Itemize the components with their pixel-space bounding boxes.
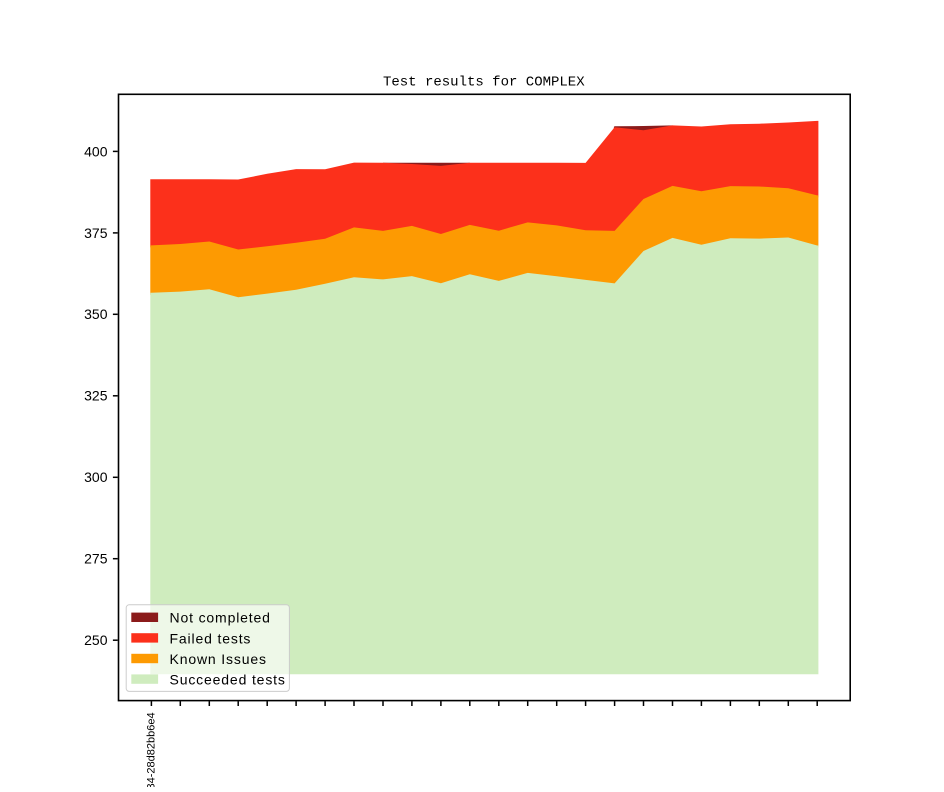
svg-text:275: 275 (84, 551, 108, 567)
svg-text:300: 300 (84, 469, 108, 485)
svg-text:375: 375 (84, 225, 108, 241)
svg-text:Succeeded tests: Succeeded tests (170, 672, 286, 688)
svg-text:400: 400 (84, 143, 108, 159)
svg-text:Failed tests: Failed tests (170, 630, 252, 646)
svg-text:325: 325 (84, 388, 108, 404)
svg-text:350: 350 (84, 306, 108, 322)
svg-text:Known Issues: Known Issues (170, 651, 267, 667)
svg-text:234-28d82bb6e4: 234-28d82bb6e4 (145, 712, 157, 787)
svg-text:Not completed: Not completed (170, 610, 271, 626)
svg-text:Test results for COMPLEX: Test results for COMPLEX (383, 74, 585, 90)
svg-text:250: 250 (84, 632, 108, 648)
